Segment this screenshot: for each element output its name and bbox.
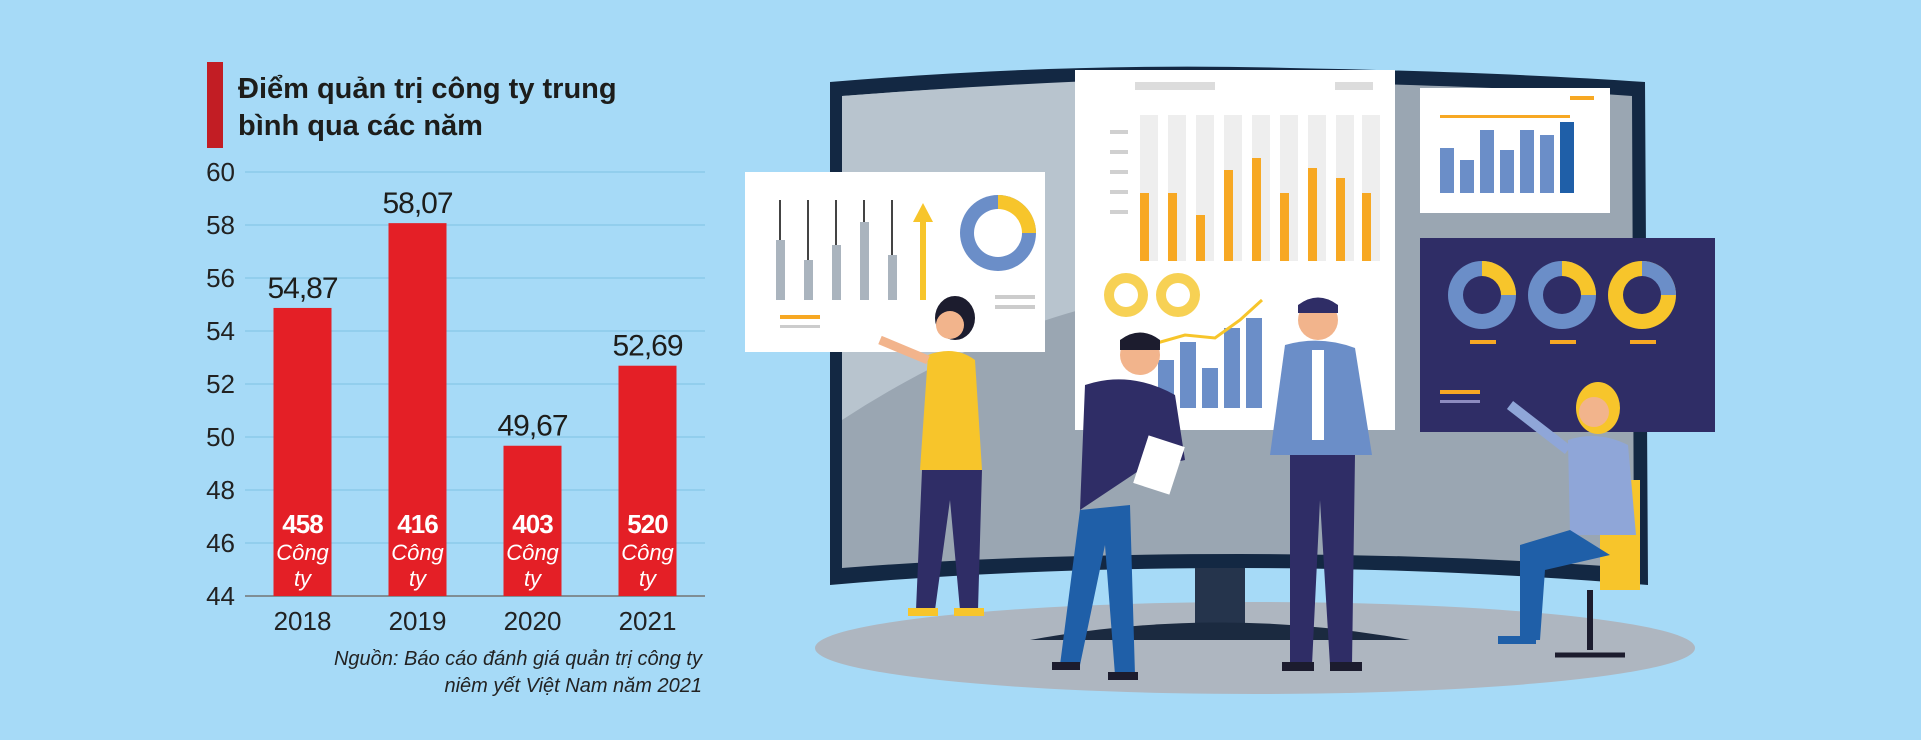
value-label-2018: 54,87: [267, 272, 337, 305]
y-axis-ticks: 44 46 48 50 52 54 56 58 60: [206, 157, 235, 611]
business-team-dashboard-illustration: [745, 66, 1715, 694]
woman-pointing-figure-icon: [878, 296, 984, 616]
source-line-2: niêm yết Việt Nam năm 2021: [444, 675, 702, 697]
count-unit-2021: ty: [639, 566, 658, 591]
source-line-1: Nguồn: Báo cáo đánh giá quản trị công ty: [334, 648, 703, 670]
value-label-2020: 49,67: [497, 410, 567, 443]
count-unit-2020: ty: [524, 566, 543, 591]
y-tick-label: 44: [206, 581, 235, 611]
bar-2019: [388, 223, 447, 596]
count-unit-2019: Công: [391, 540, 444, 565]
bars: [273, 223, 677, 596]
y-tick-label: 60: [206, 157, 235, 187]
y-tick-label: 50: [206, 422, 235, 452]
y-tick-label: 46: [206, 528, 235, 558]
count-unit-2018: Công: [276, 540, 329, 565]
title-accent-strip: [207, 62, 223, 148]
count-number-2018: 458: [282, 509, 323, 539]
floor-shadow: [815, 602, 1695, 694]
x-tick-label-2021: 2021: [619, 606, 677, 636]
man-with-clipboard-figure-icon: [1052, 332, 1185, 680]
bar-2020: [503, 445, 562, 596]
y-tick-label: 48: [206, 475, 235, 505]
value-labels: 54,87 58,07 49,67 52,69: [267, 187, 683, 443]
grey-bar-chart-panel-icon: [745, 172, 1045, 352]
count-number-2021: 520: [627, 509, 668, 539]
y-tick-label: 52: [206, 369, 235, 399]
bar-2021: [618, 365, 677, 596]
y-tick-label: 58: [206, 210, 235, 240]
donut-chart-panel-icon: [1420, 238, 1715, 432]
value-label-2019: 58,07: [382, 187, 452, 220]
count-unit-2019: ty: [409, 566, 428, 591]
seated-woman-figure-icon: [1498, 382, 1640, 658]
bar-2018: [273, 307, 332, 596]
count-number-2019: 416: [397, 509, 438, 539]
chart-title-line-2: bình qua các năm: [238, 110, 483, 142]
count-unit-2018: ty: [294, 566, 313, 591]
x-tick-label-2019: 2019: [389, 606, 447, 636]
chart-title-line-1: Điểm quản trị công ty trung: [238, 73, 617, 105]
count-number-2020: 403: [512, 509, 553, 539]
value-label-2021: 52,69: [612, 330, 682, 363]
x-axis-ticks: 2018 2019 2020 2021: [274, 606, 677, 636]
y-tick-label: 54: [206, 316, 235, 346]
y-tick-label: 56: [206, 263, 235, 293]
blue-bar-chart-panel-icon: [1420, 88, 1610, 213]
count-unit-2021: Công: [621, 540, 674, 565]
x-tick-label-2020: 2020: [504, 606, 562, 636]
x-tick-label-2018: 2018: [274, 606, 332, 636]
count-unit-2020: Công: [506, 540, 559, 565]
thinking-man-figure-icon: [1270, 297, 1372, 671]
